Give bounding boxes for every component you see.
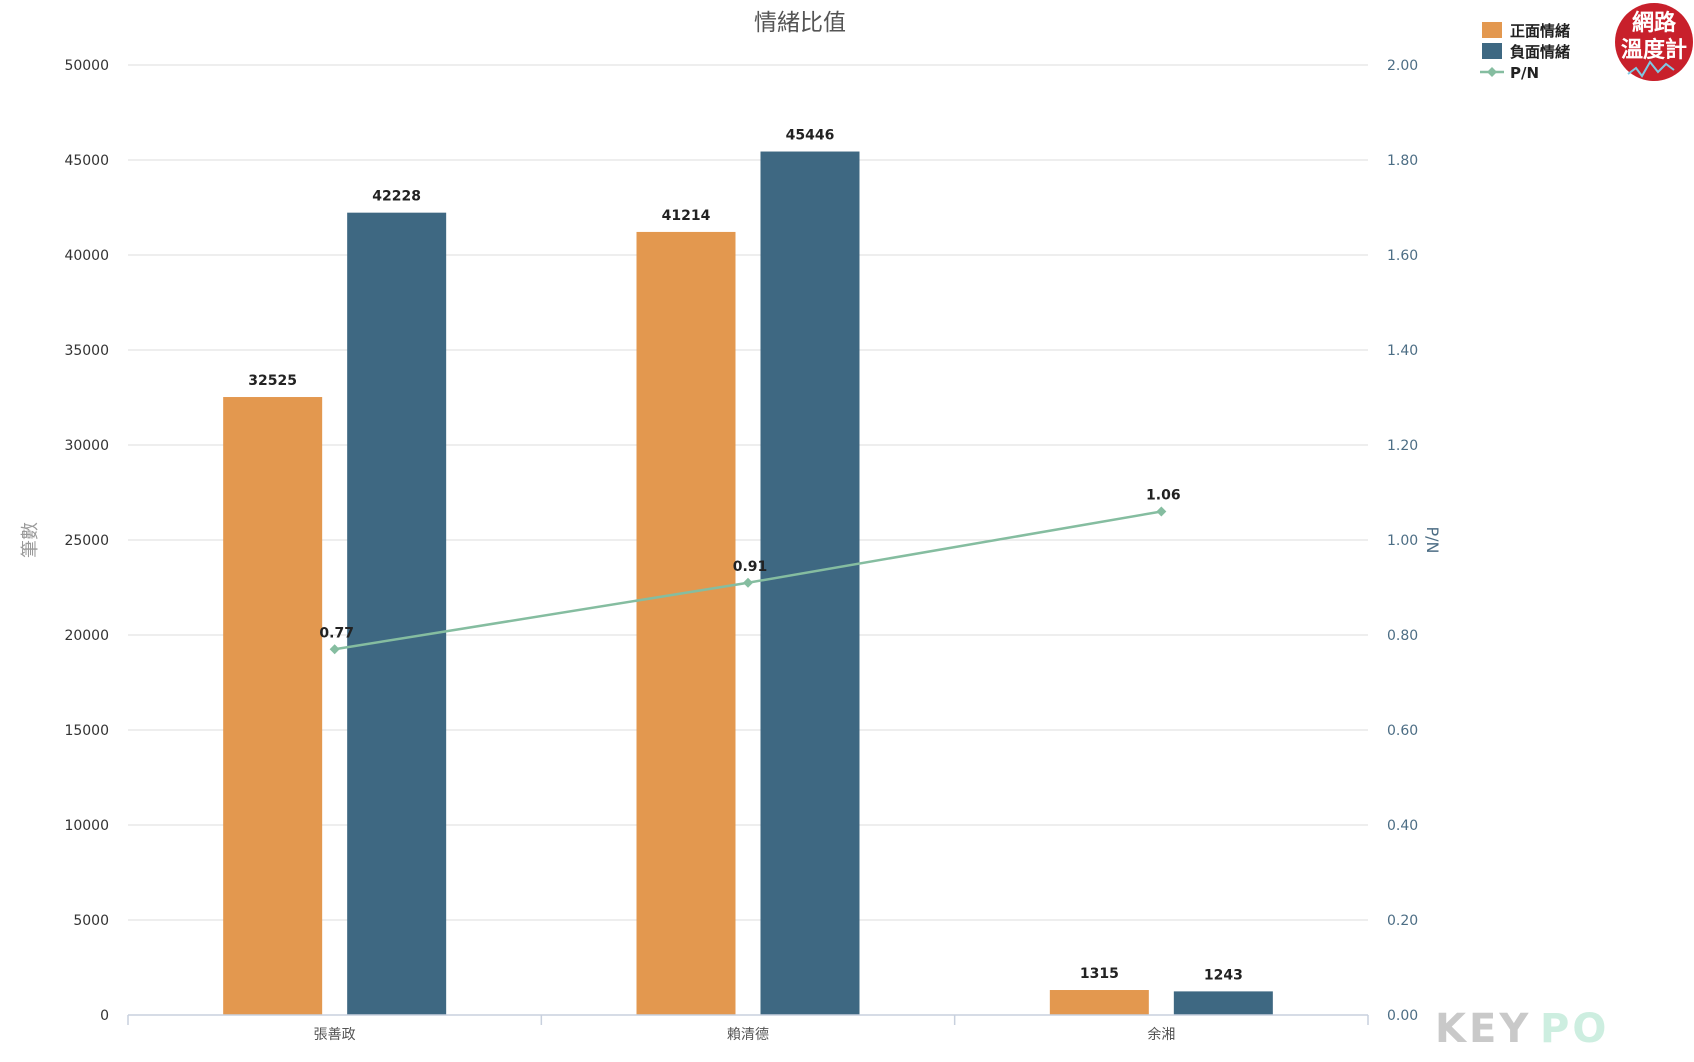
category-label: 張善政 bbox=[314, 1027, 356, 1043]
badge-line-2: 溫度計 bbox=[1621, 37, 1687, 63]
legend-marker bbox=[1487, 67, 1497, 77]
right-tick-label: 1.40 bbox=[1387, 343, 1418, 359]
category-label: 賴清德 bbox=[727, 1027, 769, 1043]
chart-title: 情緒比值 bbox=[754, 10, 846, 36]
right-tick-label: 0.60 bbox=[1387, 723, 1418, 739]
left-tick-label: 10000 bbox=[64, 818, 109, 834]
left-tick-label: 30000 bbox=[64, 438, 109, 454]
right-axis-title: P/N bbox=[1423, 526, 1442, 553]
right-tick-label: 0.20 bbox=[1387, 913, 1418, 929]
legend-label: P/N bbox=[1510, 64, 1539, 82]
legend-label: 正面情緒 bbox=[1510, 22, 1570, 40]
pn-line-series bbox=[329, 506, 1167, 655]
bar-value-label: 1315 bbox=[1080, 966, 1119, 982]
bars bbox=[223, 151, 1273, 1016]
badge-circle bbox=[1615, 3, 1693, 81]
pn-value-label: 0.91 bbox=[733, 559, 768, 575]
left-tick-label: 35000 bbox=[64, 343, 109, 359]
gridlines bbox=[128, 64, 1368, 921]
bar-value-label: 45446 bbox=[786, 128, 835, 144]
bar-value-label: 32525 bbox=[248, 373, 297, 389]
right-tick-label: 1.00 bbox=[1387, 533, 1418, 549]
right-tick-label: 1.80 bbox=[1387, 153, 1418, 169]
right-tick-label: 0.80 bbox=[1387, 628, 1418, 644]
right-tick-label: 0.00 bbox=[1387, 1008, 1418, 1024]
bar-value-label: 42228 bbox=[372, 189, 421, 205]
left-tick-label: 5000 bbox=[73, 913, 109, 929]
site-badge: 網路 溫度計 bbox=[1615, 3, 1693, 81]
right-tick-label: 1.60 bbox=[1387, 248, 1418, 264]
pn-point-marker bbox=[329, 644, 340, 655]
bar-value-label: 1243 bbox=[1204, 967, 1243, 983]
legend-swatch bbox=[1482, 43, 1502, 59]
right-tick-label: 1.20 bbox=[1387, 438, 1418, 454]
data-labels: 32525 42228 41214 45446 1315 1243 0.77 0.91 1.06 bbox=[248, 128, 1243, 984]
left-axis-ticks: 0 5000 10000 15000 20000 25000 30000 35000 40000… bbox=[64, 58, 109, 1024]
right-tick-label: 0.40 bbox=[1387, 818, 1418, 834]
bar bbox=[1173, 991, 1273, 1015]
bar bbox=[223, 397, 323, 1015]
left-tick-label: 45000 bbox=[64, 153, 109, 169]
left-tick-label: 20000 bbox=[64, 628, 109, 644]
legend-swatch bbox=[1482, 22, 1502, 38]
bar bbox=[760, 151, 860, 1015]
brand-watermark: KEY PO bbox=[1435, 1006, 1609, 1052]
bar bbox=[347, 212, 447, 1016]
bar-value-label: 41214 bbox=[662, 208, 711, 224]
left-tick-label: 50000 bbox=[64, 58, 109, 74]
left-tick-label: 15000 bbox=[64, 723, 109, 739]
pn-point-marker bbox=[743, 577, 753, 588]
bar bbox=[1049, 990, 1149, 1015]
left-tick-label: 25000 bbox=[64, 533, 109, 549]
badge-line-1: 網路 bbox=[1632, 10, 1677, 36]
left-tick-label: 0 bbox=[100, 1008, 109, 1024]
x-axis: 張善政 賴清德 余湘 bbox=[127, 1014, 1369, 1043]
bar bbox=[636, 231, 736, 1015]
category-label: 余湘 bbox=[1147, 1026, 1175, 1043]
brand-text-dark: KEY bbox=[1435, 1006, 1531, 1052]
left-axis-title: 筆數 bbox=[20, 522, 41, 558]
right-tick-label: 2.00 bbox=[1387, 58, 1418, 74]
pn-value-label: 0.77 bbox=[319, 625, 354, 641]
right-axis-ticks: 0.00 0.20 0.40 0.60 0.80 1.00 1.20 1.40 1.60 1.80… bbox=[1387, 58, 1418, 1024]
brand-text-light: PO bbox=[1540, 1006, 1609, 1052]
legend-label: 負面情緒 bbox=[1510, 43, 1570, 61]
pn-value-label: 1.06 bbox=[1146, 488, 1181, 504]
left-tick-label: 40000 bbox=[64, 248, 109, 264]
badge-wave-icon bbox=[1627, 60, 1675, 78]
pn-point-marker bbox=[1156, 506, 1167, 517]
